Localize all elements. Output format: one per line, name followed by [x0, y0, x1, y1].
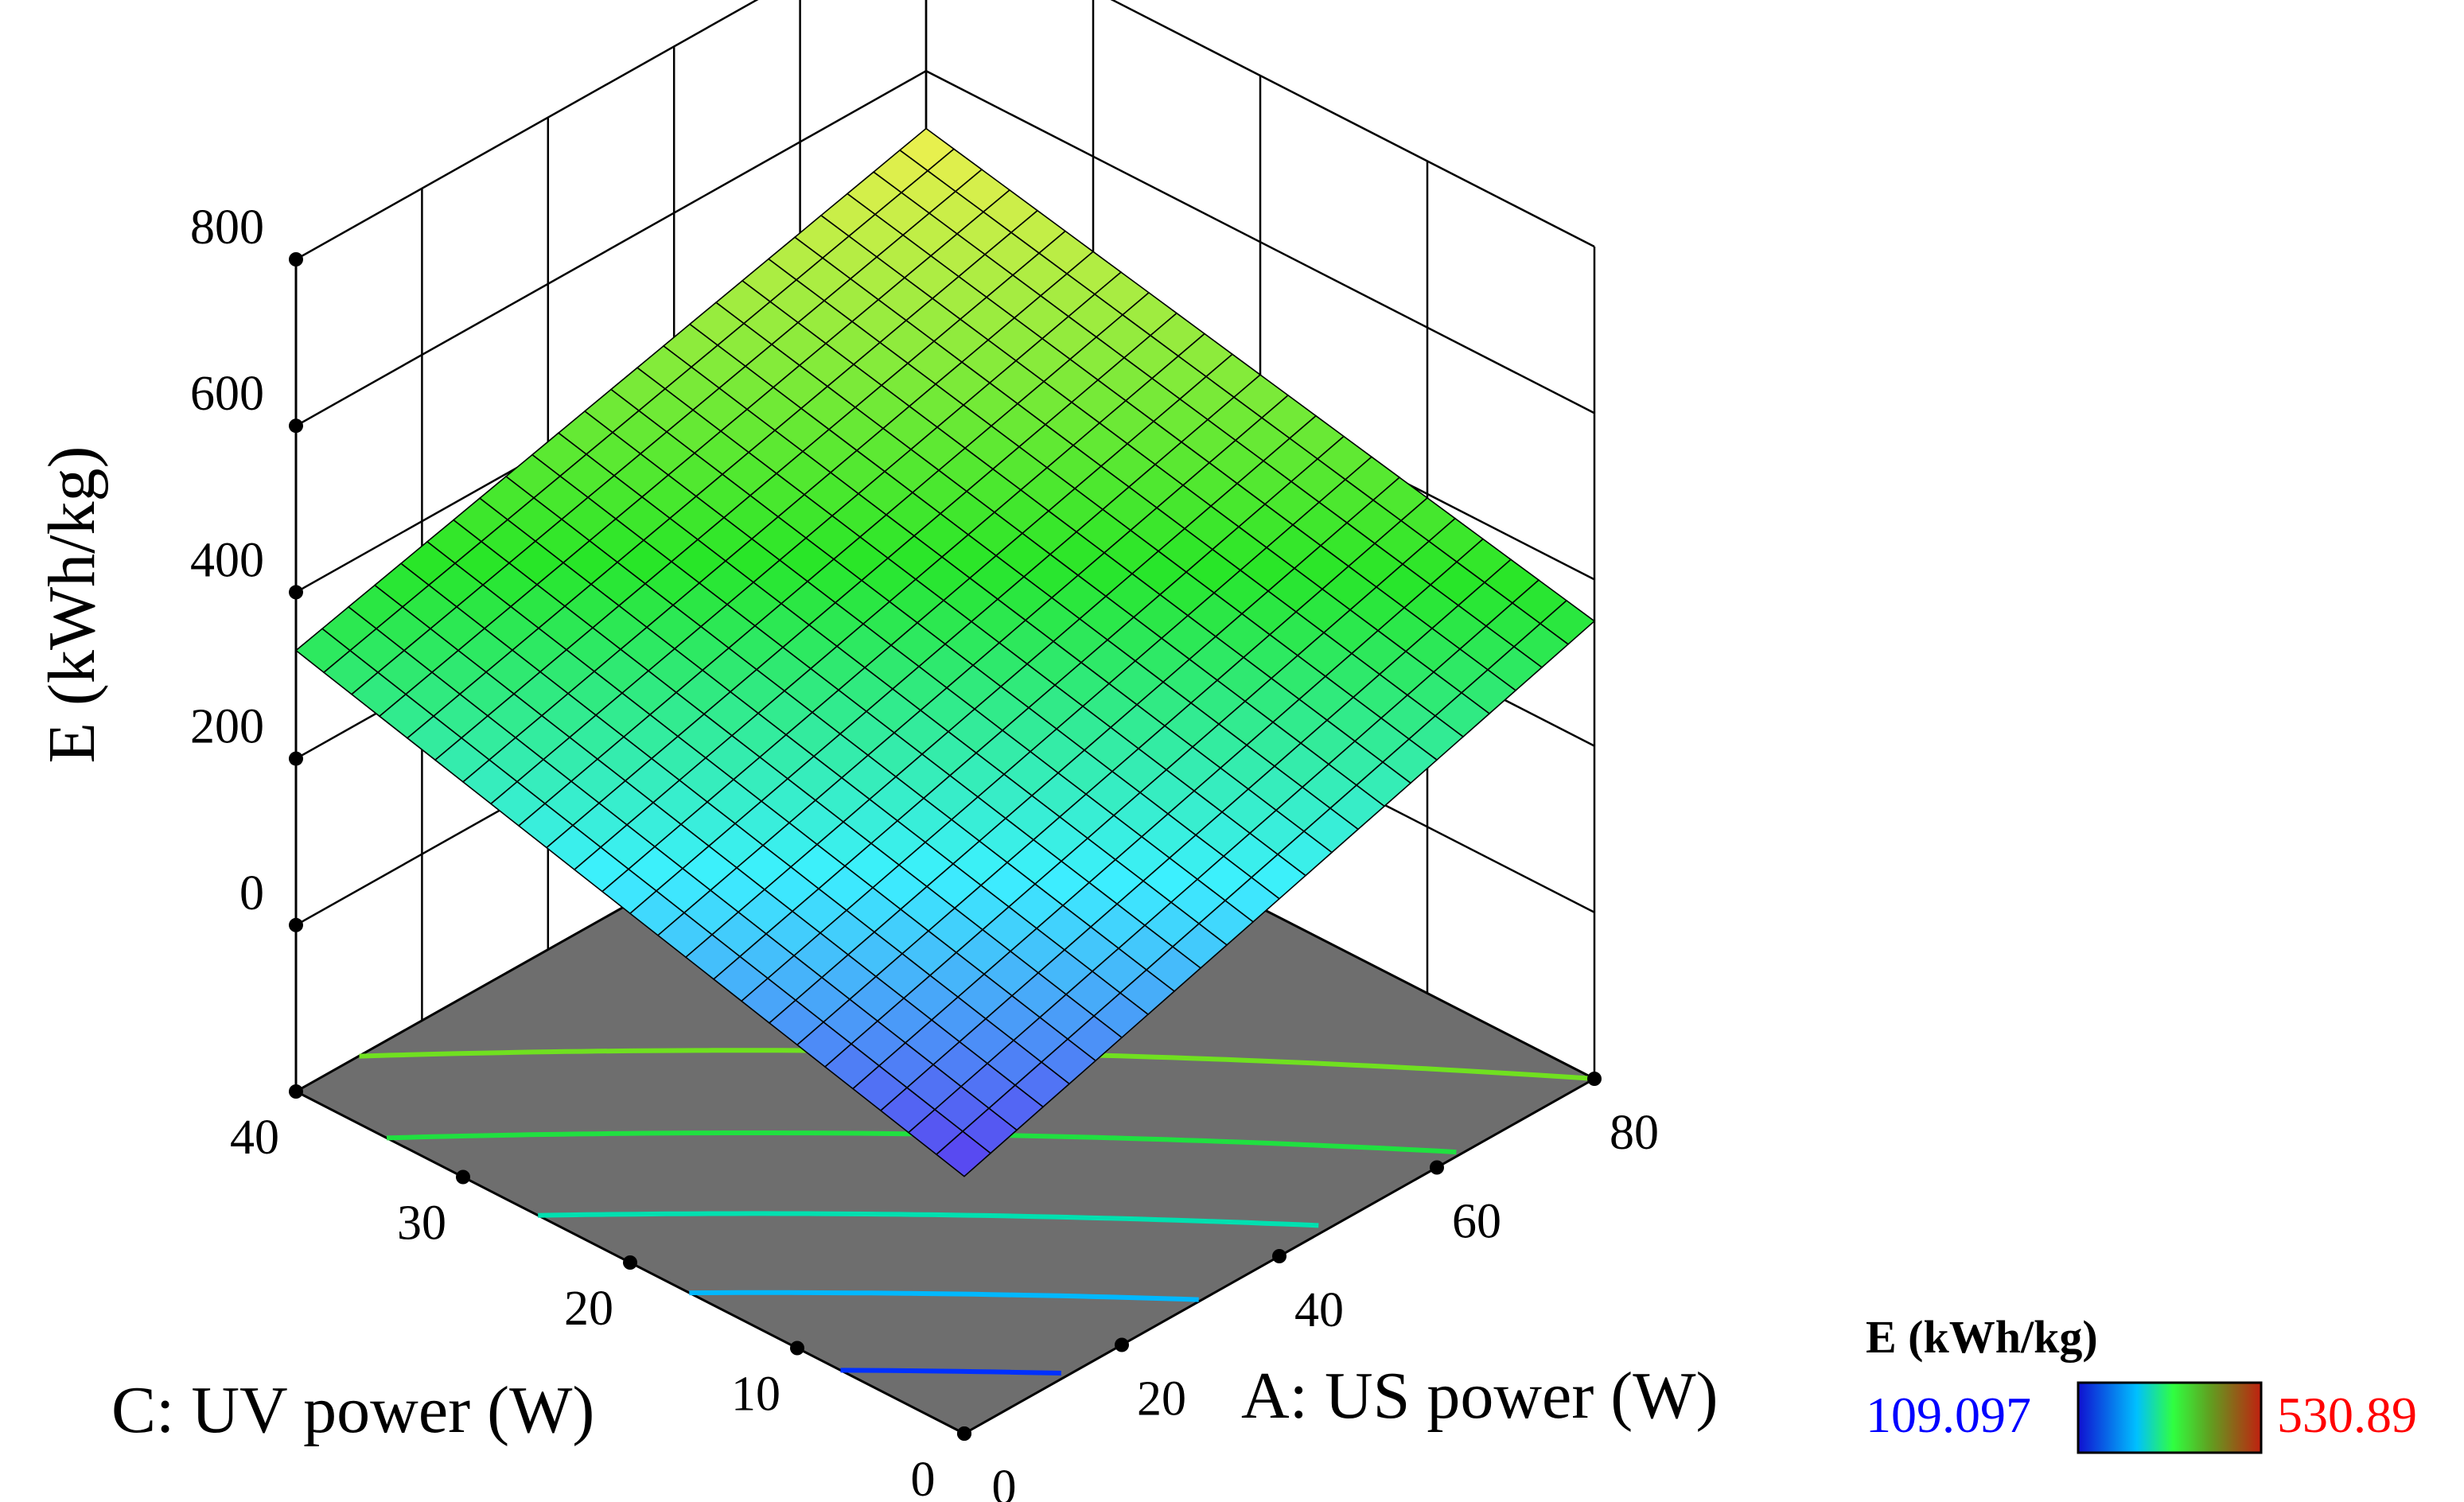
z-tick-mark — [289, 751, 303, 766]
x-tick-mark — [1272, 1249, 1286, 1263]
floor-contour — [840, 1368, 1061, 1376]
z-tick-mark — [289, 252, 303, 267]
response-surface — [294, 127, 1596, 1177]
y-axis-title: C: UV power (W) — [111, 1373, 594, 1447]
y-tick-mark — [790, 1341, 804, 1356]
color-legend: E (kWh/kg) 109.097 530.89 — [1866, 1311, 2417, 1454]
y-tick-label: 10 — [731, 1368, 780, 1422]
legend-min-label: 109.097 — [1866, 1387, 2031, 1443]
x-tick-label: 80 — [1610, 1106, 1659, 1160]
floor-contour — [538, 1211, 1319, 1228]
floor-contour — [689, 1290, 1199, 1302]
z-tick-label: 600 — [190, 367, 264, 421]
y-tick-mark — [957, 1426, 971, 1441]
x-tick-label: 40 — [1294, 1283, 1344, 1337]
y-tick-label: 40 — [230, 1111, 279, 1165]
x-tick-mark — [1587, 1072, 1602, 1086]
legend-max-label: 530.89 — [2277, 1387, 2417, 1443]
x-tick-label: 0 — [992, 1461, 1017, 1502]
y-tick-label: 0 — [911, 1453, 936, 1502]
z-tick-mark — [289, 418, 303, 434]
z-tick-label: 400 — [190, 533, 264, 587]
axes — [289, 252, 1602, 1441]
z-tick-label: 200 — [190, 700, 264, 754]
legend-title: E (kWh/kg) — [1866, 1311, 2098, 1363]
wall-gridline — [295, 69, 1595, 427]
y-tick-mark — [289, 1084, 303, 1099]
legend-color-bar — [2077, 1381, 2263, 1454]
wall-gridline — [295, 0, 1595, 261]
y-tick-mark — [623, 1255, 637, 1270]
x-tick-mark — [1115, 1337, 1129, 1352]
y-tick-label: 20 — [564, 1282, 613, 1336]
x-tick-label: 60 — [1452, 1195, 1501, 1249]
floor-contour — [387, 1130, 1457, 1155]
z-tick-label: 0 — [239, 866, 264, 920]
y-tick-mark — [456, 1169, 470, 1185]
z-axis-title: E (kWh/kg) — [35, 446, 109, 764]
x-tick-label: 20 — [1137, 1372, 1186, 1426]
z-tick-mark — [289, 585, 303, 600]
surface-cell — [935, 1130, 992, 1177]
y-tick-label: 30 — [397, 1197, 446, 1251]
x-tick-mark — [1430, 1160, 1444, 1175]
z-tick-mark — [289, 917, 303, 932]
z-tick-label: 800 — [190, 200, 264, 255]
x-axis-title: A: US power (W) — [1241, 1359, 1719, 1433]
